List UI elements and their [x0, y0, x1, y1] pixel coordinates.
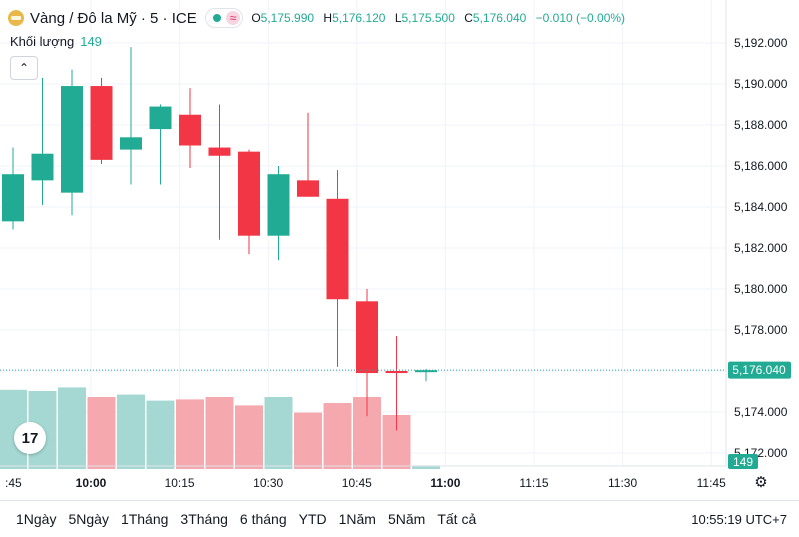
low-value: 5,175.500 — [401, 11, 455, 25]
price-tick: 5,182.000 — [734, 241, 788, 255]
close-label: C — [464, 11, 473, 25]
volume-bar — [117, 394, 145, 469]
time-tick: :45 — [5, 476, 22, 490]
volume-value-label: 149 — [733, 455, 753, 469]
volume-bars — [0, 387, 440, 469]
delayed-data-icon: ≈ — [225, 11, 241, 25]
candle-body[interactable] — [90, 86, 113, 160]
change-value: −0.010 (−0.00%) — [535, 11, 626, 25]
price-tick: 5,188.000 — [734, 118, 788, 132]
volume-bar — [205, 397, 234, 469]
candle-body[interactable] — [385, 371, 408, 374]
time-tick: 11:30 — [608, 476, 637, 490]
volume-value-box — [728, 454, 758, 469]
chevron-up-icon: ⌃ — [18, 61, 30, 75]
candle-body[interactable] — [267, 174, 290, 236]
open-value: 5,175.990 — [260, 11, 315, 25]
time-tick: 10:30 — [253, 476, 283, 490]
collapse-legend-button[interactable]: ⌃ — [10, 56, 38, 80]
symbol-header: Vàng / Đô la Mỹ · 5 · ICE ≈ O5,175.990 H… — [8, 8, 631, 28]
price-tick: 5,180.000 — [734, 282, 788, 296]
chart-grid — [0, 0, 726, 466]
volume-legend: Khối lượng 149 — [10, 34, 102, 49]
range-1d[interactable]: 1Ngày — [16, 511, 57, 527]
volume-bar — [87, 397, 116, 469]
price-tick: 5,178.000 — [734, 323, 788, 337]
candles — [2, 47, 437, 431]
candle-body[interactable] — [61, 86, 83, 193]
tradingview-logo-icon[interactable]: 17 — [14, 422, 46, 454]
price-axis: 5,172.0005,174.0005,176.0005,178.0005,18… — [734, 36, 788, 460]
volume-bar — [176, 399, 204, 469]
price-tick: 5,174.000 — [734, 405, 788, 419]
range-6m[interactable]: 6 tháng — [239, 511, 287, 527]
range-1m[interactable]: 1Tháng — [120, 511, 169, 527]
open-label: O — [251, 11, 261, 25]
range-1y[interactable]: 1Năm — [338, 511, 376, 527]
last-price-label: 5,176.040 — [732, 363, 786, 377]
gold-logo-icon — [8, 10, 24, 26]
candle-body[interactable] — [120, 137, 142, 150]
symbol-title[interactable]: Vàng / Đô la Mỹ · 5 · ICE — [30, 9, 197, 27]
price-tick: 5,192.000 — [734, 36, 788, 50]
candle-body[interactable] — [326, 198, 349, 300]
close-value: 5,176.040 — [472, 11, 527, 25]
range-3m[interactable]: 3Tháng — [180, 511, 228, 527]
market-open-dot-icon — [212, 14, 221, 22]
volume-bar — [58, 387, 86, 469]
time-axis: :45 10:00 10:15 10:30 10:45 11:00 11:15 11:30 11… — [5, 476, 726, 490]
candle-body[interactable] — [179, 114, 201, 146]
price-chart[interactable]: 5,172.0005,174.0005,176.0005,178.0005,18… — [0, 0, 799, 500]
volume-bar — [235, 405, 263, 469]
range-5y[interactable]: 5Năm — [387, 511, 426, 527]
market-status-pill[interactable]: ≈ — [204, 8, 244, 28]
candle-body[interactable] — [238, 151, 260, 236]
high-label: H — [323, 11, 333, 25]
volume-bar — [146, 400, 175, 469]
volume-bar — [294, 412, 322, 469]
last-price-box — [728, 361, 791, 379]
candle-body[interactable] — [2, 174, 24, 222]
volume-bar — [264, 397, 293, 469]
range-all[interactable]: Tất cả — [437, 511, 477, 527]
settings-gear-icon[interactable]: ⚙ — [754, 474, 768, 491]
candle-body[interactable] — [297, 180, 319, 197]
range-ytd[interactable]: YTD — [298, 511, 327, 527]
candle-body[interactable] — [415, 370, 437, 373]
time-tick: 10:45 — [342, 476, 372, 490]
time-tick: 11:00 — [430, 476, 460, 490]
candle-body[interactable] — [149, 106, 172, 130]
clock-timezone[interactable]: 10:55:19 UTC+7 — [691, 512, 787, 527]
volume-value: 149 — [80, 34, 102, 49]
candle-body[interactable] — [31, 153, 54, 181]
volume-label: Khối lượng — [10, 34, 75, 49]
time-tick: 11:15 — [519, 476, 548, 490]
price-tick: 5,184.000 — [734, 200, 788, 214]
range-5d[interactable]: 5Ngày — [68, 511, 109, 527]
volume-bar — [412, 465, 440, 469]
time-tick: 11:45 — [697, 476, 726, 490]
high-value: 5,176.120 — [332, 11, 386, 25]
price-tick: 5,190.000 — [734, 77, 788, 91]
candle-body[interactable] — [208, 147, 231, 156]
time-tick: 10:00 — [76, 476, 107, 490]
low-label: L — [394, 11, 402, 25]
volume-bar — [323, 403, 352, 469]
candle-body[interactable] — [356, 301, 378, 374]
price-tick: 5,186.000 — [734, 159, 788, 173]
bottom-toolbar: 1Ngày 5Ngày 1Tháng 3Tháng 6 tháng YTD 1N… — [0, 500, 799, 537]
time-tick: 10:15 — [165, 476, 195, 490]
ohlc-values: O5,175.990 H5,176.120 L5,175.500 C5,176.… — [251, 11, 631, 25]
